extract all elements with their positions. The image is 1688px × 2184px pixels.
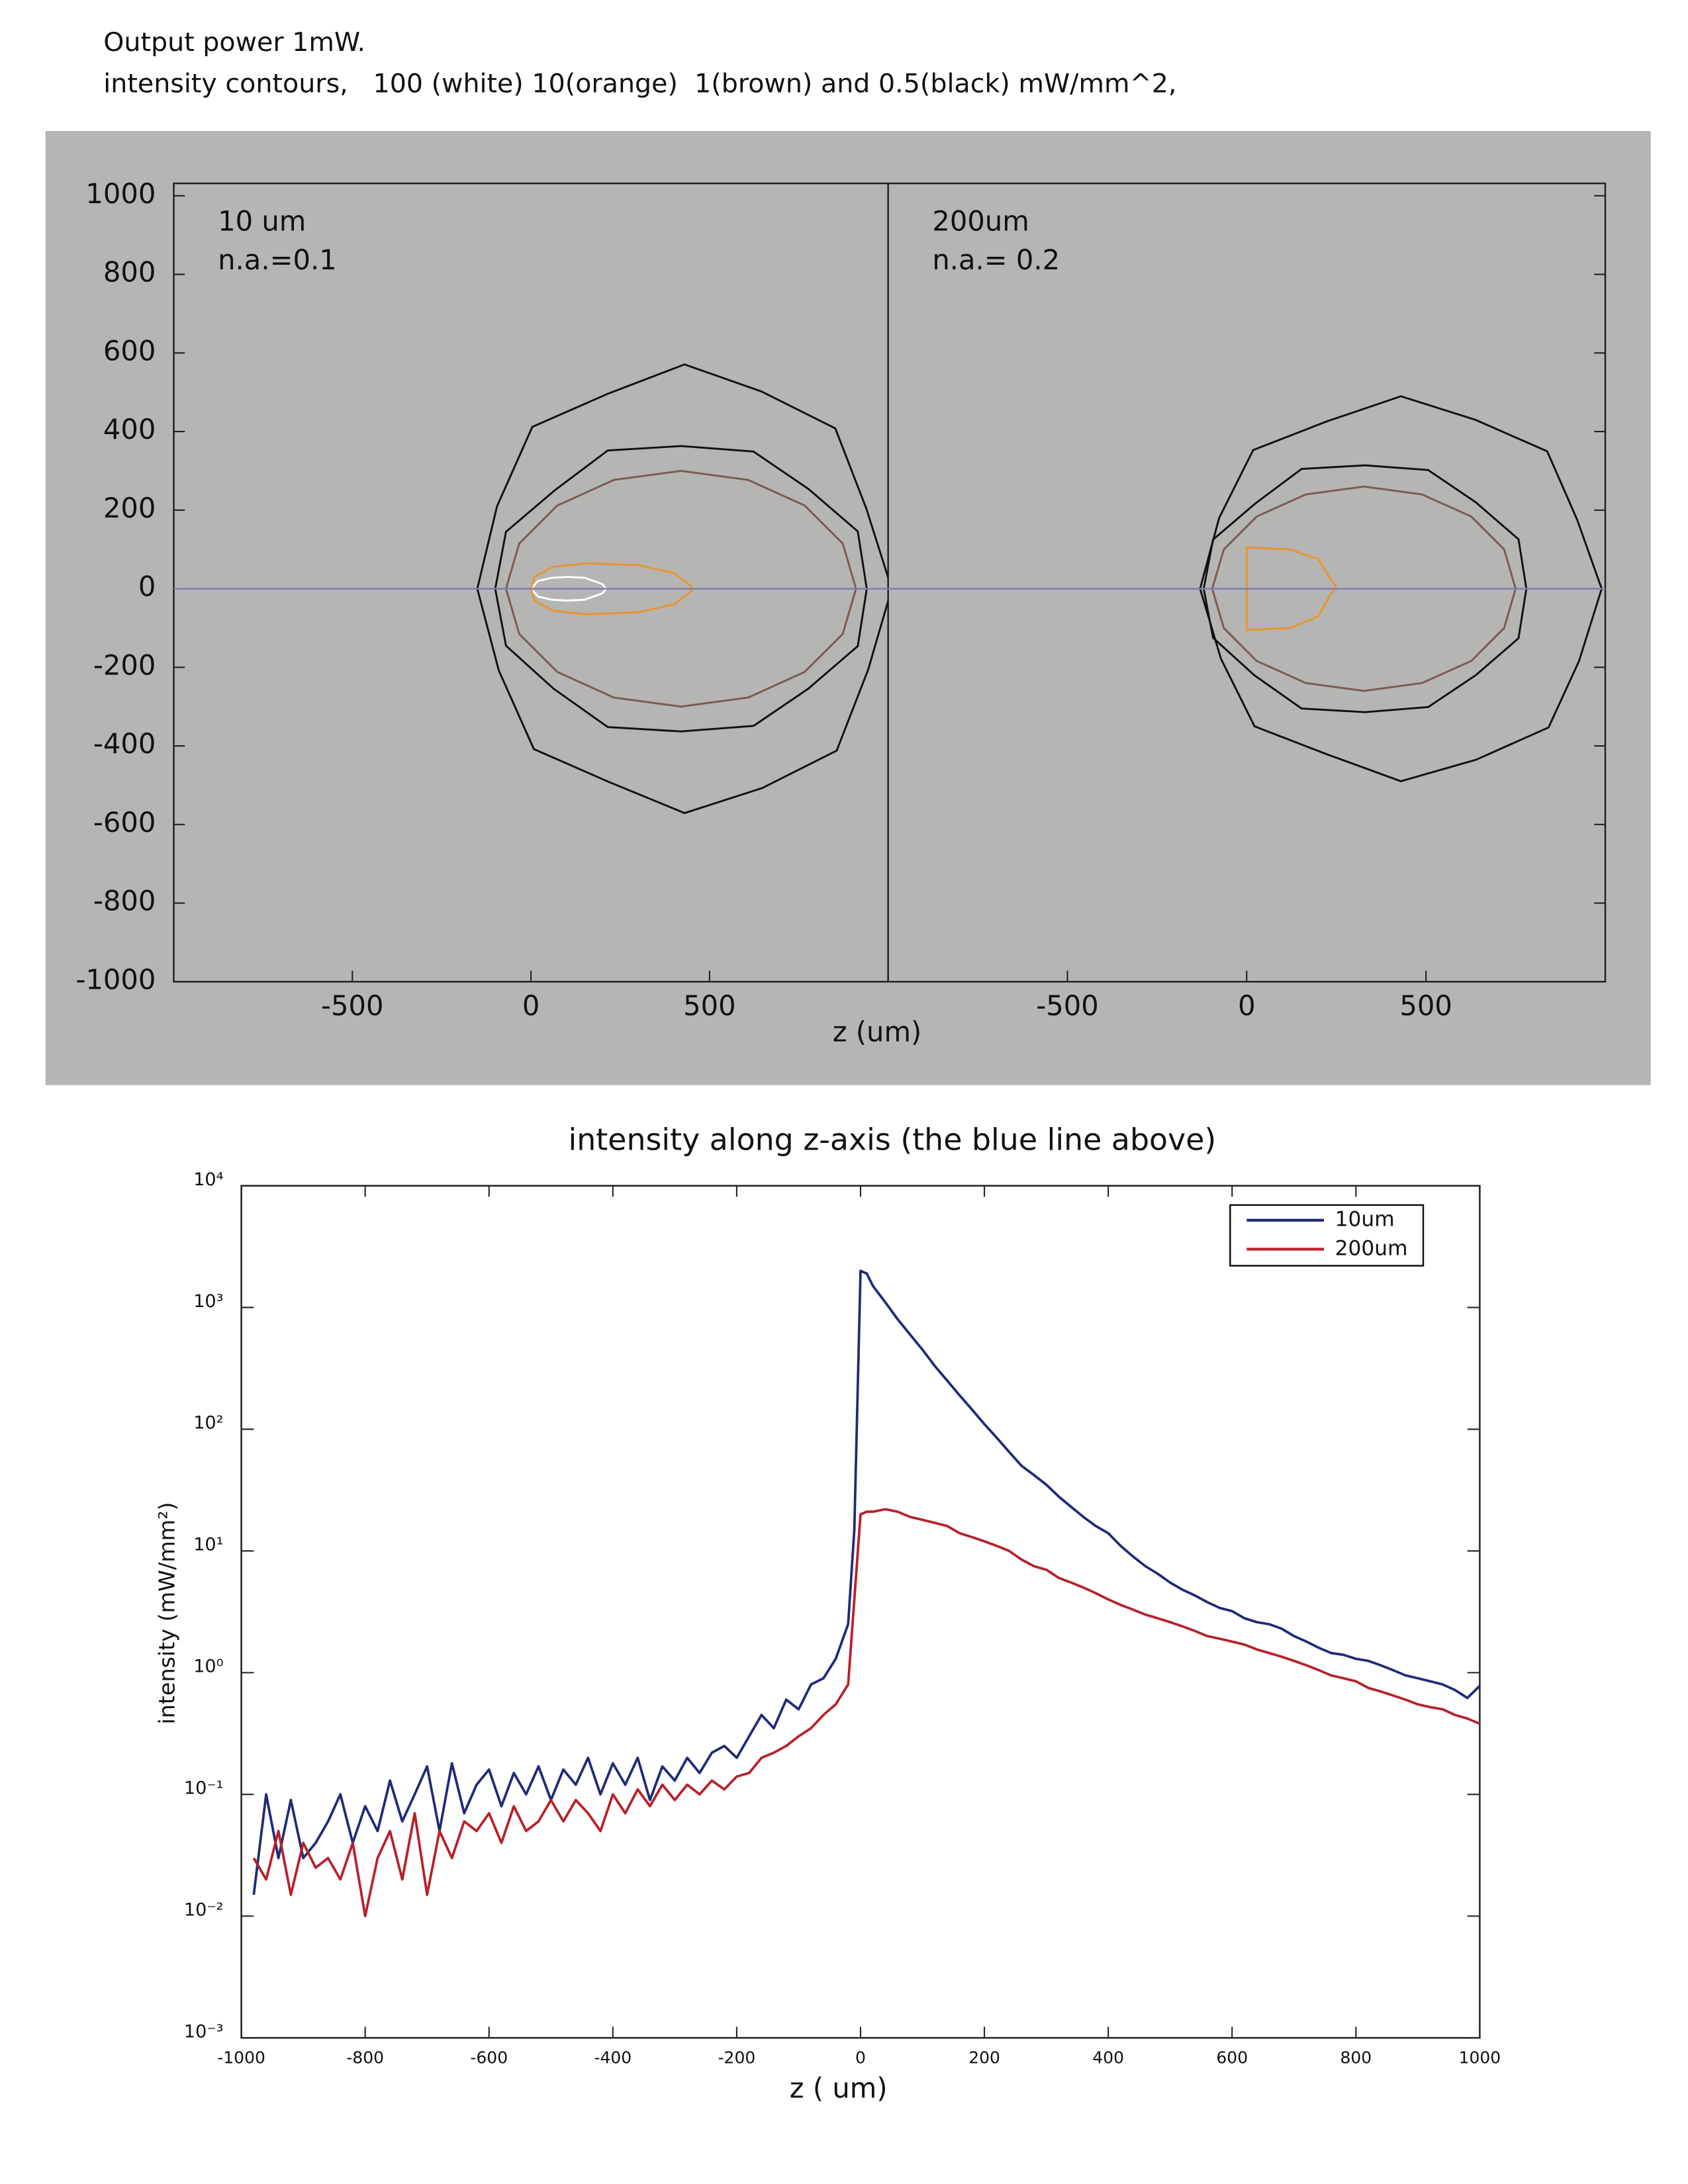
header-line: intensity contours, 100 (white) 10(orang… [103, 69, 1176, 99]
x-tick-label: 500 [1399, 989, 1452, 1022]
y-axis-label: intensity (mW/mm²) [154, 1502, 180, 1724]
x-tick-label: 0 [1238, 989, 1256, 1022]
x-tick-label: 600 [1216, 2048, 1248, 2067]
x-tick-label: -600 [470, 2048, 508, 2067]
y-tick-label: -400 [93, 727, 156, 760]
x-tick-label: 500 [683, 989, 736, 1022]
y-tick-label: -200 [93, 649, 156, 681]
y-tick-label: 400 [103, 413, 156, 445]
y-tick-label: 1000 [85, 177, 156, 210]
x-tick-label: -800 [346, 2048, 384, 2067]
x-tick-label: -500 [1036, 989, 1099, 1022]
x-axis-label: z ( um) [790, 2071, 888, 2104]
data-line [252, 1508, 1481, 1918]
y-tick-label: 200 [103, 492, 156, 524]
x-tick-label: -500 [321, 989, 384, 1022]
y-tick-label: 600 [103, 334, 156, 367]
x-tick-label: 1000 [1459, 2048, 1501, 2067]
header-line: Output power 1mW. [103, 27, 365, 58]
panel-annotation: 200um [932, 205, 1029, 238]
y-tick-label: 10⁻³ [184, 2021, 224, 2042]
y-tick-label: 10¹ [193, 1535, 223, 1555]
contour-background [45, 130, 1651, 1085]
y-tick-label: 10⁻¹ [184, 1778, 224, 1798]
x-tick-label: -200 [718, 2048, 756, 2067]
y-tick-label: 10⁰ [193, 1657, 223, 1677]
x-axis-label: z (um) [833, 1016, 922, 1048]
y-tick-label: 10³ [193, 1291, 223, 1312]
x-tick-label: 800 [1340, 2048, 1372, 2067]
y-tick-label: 10² [193, 1413, 223, 1433]
panel-annotation: 10 um [218, 205, 306, 238]
panel-annotation: n.a.=0.1 [218, 244, 337, 276]
chart-title: intensity along z-axis (the blue line ab… [569, 1122, 1217, 1158]
y-tick-label: 0 [138, 570, 156, 603]
legend-label: 10um [1335, 1208, 1395, 1232]
panel-annotation: n.a.= 0.2 [932, 244, 1060, 276]
y-tick-label: -1000 [75, 963, 156, 995]
y-tick-label: 10⁻² [184, 1899, 224, 1920]
data-line [252, 1269, 1481, 1895]
x-tick-label: 0 [855, 2048, 866, 2067]
legend-box [1229, 1204, 1425, 1267]
contour-frame [173, 182, 1607, 983]
legend-label: 200um [1335, 1237, 1408, 1261]
x-tick-label: -400 [594, 2048, 632, 2067]
y-tick-label: 800 [103, 256, 156, 289]
x-tick-label: 400 [1092, 2048, 1124, 2067]
y-tick-label: -800 [93, 885, 156, 917]
y-tick-label: -600 [93, 806, 156, 839]
y-tick-label: 10⁴ [193, 1169, 223, 1190]
x-tick-label: 200 [968, 2048, 1000, 2067]
contour-line [1245, 546, 1338, 631]
x-tick-label: -1000 [217, 2048, 265, 2067]
x-tick-label: 0 [522, 989, 540, 1022]
